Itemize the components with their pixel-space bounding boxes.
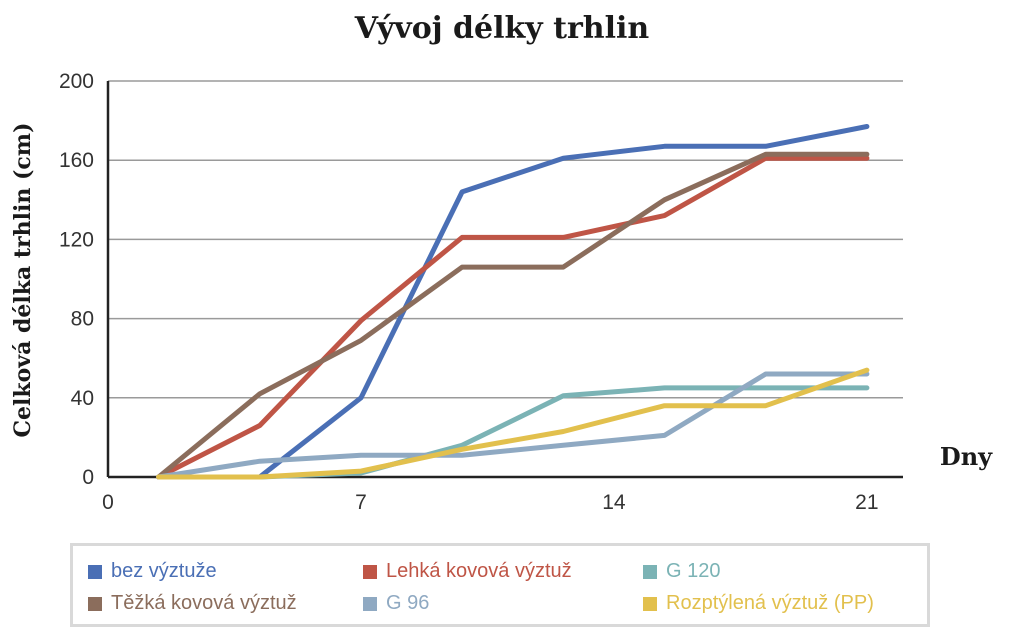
legend-swatch bbox=[643, 564, 657, 579]
legend-item: G 96 bbox=[363, 592, 429, 615]
legend-swatch bbox=[363, 564, 377, 579]
y-tick-label: 200 bbox=[59, 70, 94, 93]
legend-label: G 96 bbox=[386, 592, 430, 614]
x-axis-label: Dny bbox=[940, 442, 993, 471]
legend-label: G 120 bbox=[666, 560, 721, 582]
legend-swatch bbox=[363, 596, 377, 611]
series-line-3 bbox=[156, 385, 870, 480]
series-line-2 bbox=[156, 155, 870, 480]
x-tick-label: 21 bbox=[855, 491, 878, 514]
legend-item: Lehká kovová výztuž bbox=[363, 560, 572, 583]
x-tick-label: 14 bbox=[602, 491, 626, 514]
series-line-4 bbox=[156, 151, 870, 480]
series-layer bbox=[156, 124, 870, 480]
series-line-5 bbox=[156, 371, 870, 480]
y-axis-label: Celková délka trhlin (cm) bbox=[10, 123, 36, 438]
legend-item: Těžká kovová výztuž bbox=[88, 592, 297, 615]
tick-layer: 0 40 80 120 160 200 0 7 14 21 bbox=[59, 70, 879, 514]
y-tick-label: 160 bbox=[59, 149, 94, 172]
legend-label: Těžká kovová výztuž bbox=[111, 592, 297, 614]
series-line-1 bbox=[156, 124, 870, 480]
legend: bez výztuže Lehká kovová výztuž G 120 Těžká… bbox=[70, 543, 930, 627]
y-tick-label: 120 bbox=[59, 228, 94, 251]
chart-title: Vývoj délky trhlin bbox=[354, 11, 650, 46]
x-tick-label: 0 bbox=[102, 491, 114, 514]
y-tick-label: 80 bbox=[71, 308, 94, 331]
legend-label: bez výztuže bbox=[111, 560, 217, 582]
x-tick-label: 7 bbox=[355, 491, 367, 514]
legend-label: Lehká kovová výztuž bbox=[386, 560, 572, 582]
grid-layer bbox=[106, 80, 903, 479]
line-chart: Vývoj délky trhlin Celková délka trhlin … bbox=[10, 11, 993, 514]
legend-item: G 120 bbox=[643, 560, 720, 583]
y-tick-label: 40 bbox=[71, 387, 94, 410]
legend-label: Rozptýlená výztuž (PP) bbox=[666, 592, 874, 614]
legend-swatch bbox=[88, 596, 102, 611]
legend-swatch bbox=[643, 596, 657, 611]
legend-swatch bbox=[88, 564, 102, 579]
legend-item: bez výztuže bbox=[88, 560, 217, 583]
legend-item: Rozptýlená výztuž (PP) bbox=[643, 592, 874, 615]
series-line-6 bbox=[156, 367, 870, 480]
y-tick-label: 0 bbox=[82, 466, 94, 489]
